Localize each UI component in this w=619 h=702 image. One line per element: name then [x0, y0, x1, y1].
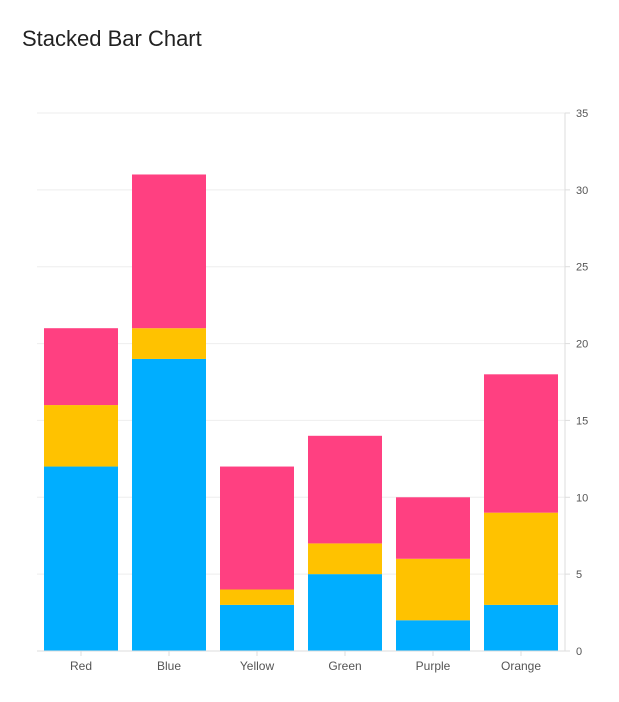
bar-blue-segment-3[interactable]	[132, 174, 206, 329]
bar-orange-segment-2[interactable]	[484, 512, 558, 605]
x-category-label: Blue	[157, 659, 181, 673]
y-tick-label: 30	[576, 185, 588, 197]
y-tick-label: 35	[576, 108, 588, 120]
bar-green-segment-1[interactable]	[308, 574, 382, 651]
x-category-label: Red	[70, 659, 92, 673]
x-category-label: Yellow	[240, 659, 275, 673]
x-category-label: Orange	[501, 659, 541, 673]
x-axis-labels: Red Blue Yellow Green Purple Orange	[70, 651, 541, 673]
chart-title: Stacked Bar Chart	[22, 26, 202, 51]
grid-lines	[37, 112, 565, 575]
y-tick-label: 5	[576, 569, 582, 581]
bar-green-segment-2[interactable]	[308, 543, 382, 575]
bar-yellow-segment-2[interactable]	[220, 589, 294, 605]
y-tick-label: 0	[576, 646, 582, 658]
y-tick-label: 15	[576, 415, 588, 427]
x-category-label: Green	[328, 659, 361, 673]
x-category-label: Purple	[416, 659, 451, 673]
y-tick-label: 20	[576, 339, 588, 351]
bar-purple-segment-1[interactable]	[396, 620, 470, 651]
bar-purple-segment-2[interactable]	[396, 558, 470, 621]
bar-blue-segment-2[interactable]	[132, 328, 206, 359]
bar-blue-segment-1[interactable]	[132, 358, 206, 651]
bar-yellow-segment-3[interactable]	[220, 466, 294, 590]
bar-green-segment-3[interactable]	[308, 435, 382, 544]
y-axis-ticks: 0 5 10 15 20 25 30 35	[565, 108, 588, 658]
bar-purple-segment-3[interactable]	[396, 497, 470, 559]
bar-red-segment-2[interactable]	[44, 405, 118, 467]
bar-orange-segment-3[interactable]	[484, 374, 558, 513]
bars	[44, 174, 558, 651]
bar-orange-segment-1[interactable]	[484, 604, 558, 651]
bar-red-segment-3[interactable]	[44, 328, 118, 406]
y-tick-label: 25	[576, 262, 588, 274]
y-tick-label: 10	[576, 492, 588, 504]
bar-red-segment-1[interactable]	[44, 466, 118, 651]
bar-yellow-segment-1[interactable]	[220, 604, 294, 651]
